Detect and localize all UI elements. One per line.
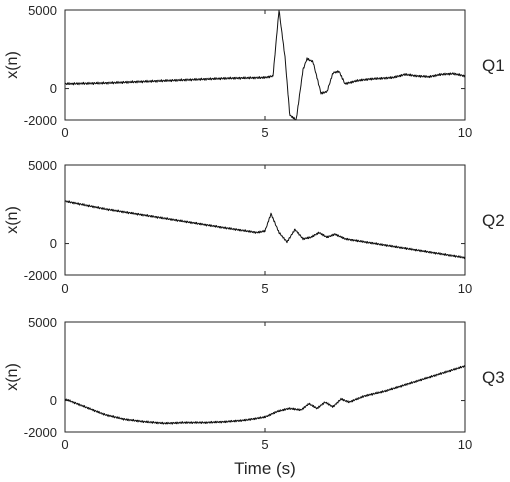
ytick-label-q1-bot: -2000 [24, 113, 57, 128]
xtick-label-q3-0: 0 [61, 437, 68, 452]
panel-label-q2: Q2 [482, 211, 505, 230]
series-line-q2 [64, 200, 466, 260]
xtick-label-q3-5: 5 [261, 437, 268, 452]
ylabel-q1: x(n) [4, 51, 21, 79]
xtick-label-q1-5: 5 [261, 125, 268, 140]
ytick-label-q3-bot: -2000 [24, 425, 57, 440]
xtick-label-q2-5: 5 [261, 281, 268, 296]
xtick-label-q3-10: 10 [458, 437, 472, 452]
plot-frame-q2 [64, 164, 466, 276]
ytick-label-q3-top: 5000 [28, 315, 57, 330]
ticks-q2 [64, 164, 466, 276]
ytick-label-q1-mid: 0 [50, 81, 57, 96]
panel-q1: 5000 0 -2000 0 5 10 x(n) Q1 [4, 3, 505, 140]
plot-frame-q1 [64, 9, 466, 121]
ylabel-q2: x(n) [4, 206, 21, 234]
x-axis-title: Time (s) [234, 459, 296, 478]
ytick-label-q1-top: 5000 [28, 3, 57, 18]
panel-q3: 5000 0 -2000 0 5 10 x(n) Q3 [4, 315, 505, 452]
ticks-q3 [64, 321, 466, 433]
ticks-q1 [64, 9, 466, 121]
ytick-label-q2-bot: -2000 [24, 268, 57, 283]
series-line-q1 [64, 10, 466, 121]
ytick-label-q2-top: 5000 [28, 158, 57, 173]
xtick-label-q2-0: 0 [61, 281, 68, 296]
panel-q2: 5000 0 -2000 0 5 10 x(n) Q2 [4, 158, 505, 296]
xtick-label-q2-10: 10 [458, 281, 472, 296]
ytick-label-q3-mid: 0 [50, 393, 57, 408]
ytick-label-q2-mid: 0 [50, 236, 57, 251]
panel-label-q1: Q1 [482, 56, 505, 75]
ylabel-q3: x(n) [4, 363, 21, 391]
panel-label-q3: Q3 [482, 368, 505, 387]
plot-frame-q3 [64, 321, 466, 433]
series-line-q3 [64, 365, 466, 425]
xtick-label-q1-10: 10 [458, 125, 472, 140]
xtick-label-q1-0: 0 [61, 125, 68, 140]
